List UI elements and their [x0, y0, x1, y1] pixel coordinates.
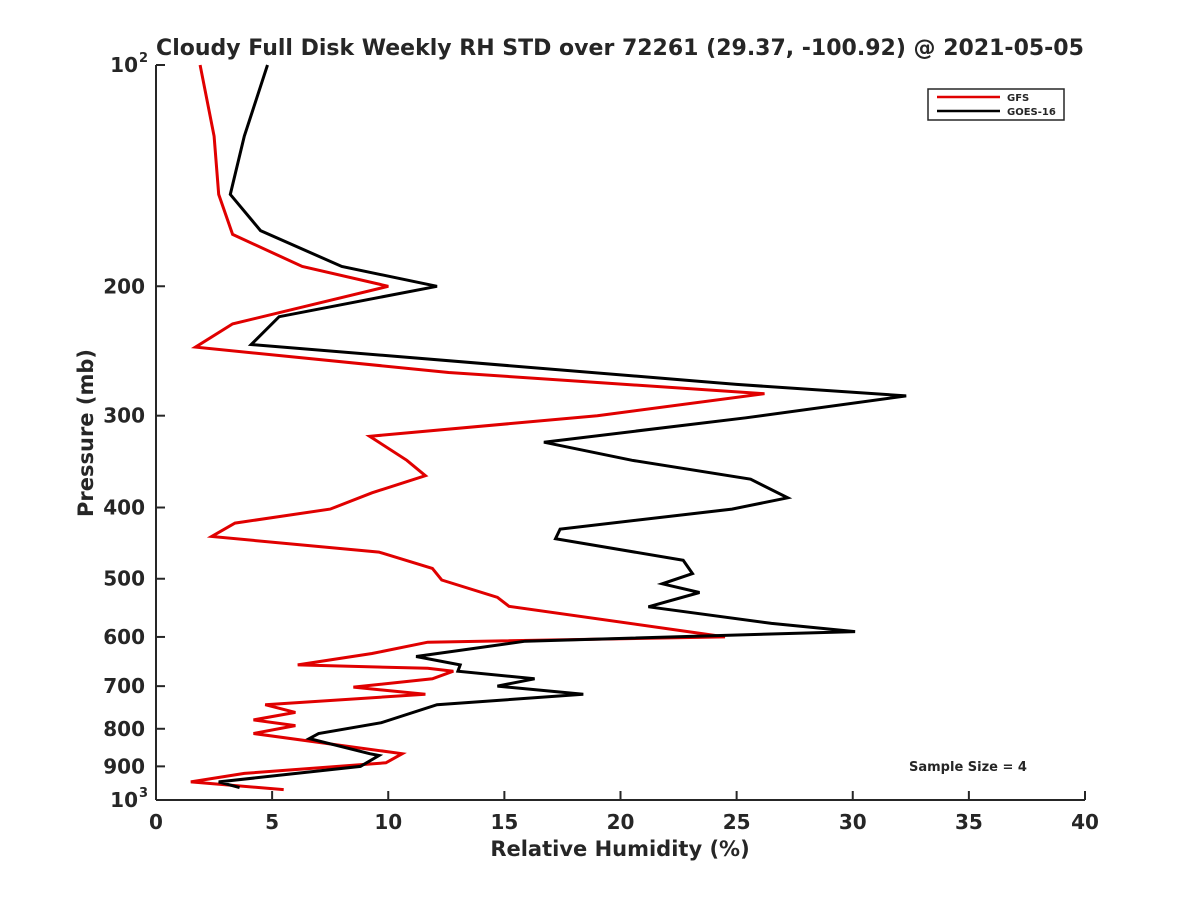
y-tick-label: 10	[110, 53, 138, 77]
x-axis-label: Relative Humidity (%)	[490, 837, 749, 861]
x-tick-label: 40	[1071, 810, 1099, 834]
legend-label-goes16: GOES-16	[1007, 107, 1056, 118]
x-tick-label: 10	[374, 810, 402, 834]
sample-size-annotation: Sample Size = 4	[909, 760, 1027, 775]
series-line-gfs	[190, 64, 765, 792]
x-tick-label: 20	[607, 810, 635, 834]
series-line-goes16	[218, 64, 907, 790]
y-tick-label: 500	[103, 567, 145, 591]
y-tick-exponent: 3	[139, 786, 148, 801]
y-tick-label: 600	[103, 625, 145, 649]
x-tick-label: 5	[265, 810, 279, 834]
x-tick-label: 30	[839, 810, 867, 834]
legend-box	[927, 88, 1065, 121]
chart-title: Cloudy Full Disk Weekly RH STD over 7226…	[156, 36, 1084, 61]
y-axis-label: Pressure (mb)	[74, 349, 98, 517]
y-tick-label: 800	[103, 717, 145, 741]
y-tick-label: 200	[103, 274, 145, 298]
y-tick-label: 900	[103, 754, 145, 778]
y-tick-label: 10	[110, 788, 138, 812]
plot-area	[190, 64, 907, 792]
y-tick-label: 700	[103, 674, 145, 698]
x-tick-label: 35	[955, 810, 983, 834]
x-tick-label: 0	[149, 810, 163, 834]
legend: GFS GOES-16	[927, 88, 1065, 121]
x-tick-label: 15	[490, 810, 518, 834]
y-tick-exponent: 2	[139, 51, 148, 66]
legend-label-gfs: GFS	[1007, 93, 1029, 104]
y-tick-label: 300	[103, 404, 145, 428]
y-tick-label: 400	[103, 496, 145, 520]
x-tick-label: 25	[723, 810, 751, 834]
